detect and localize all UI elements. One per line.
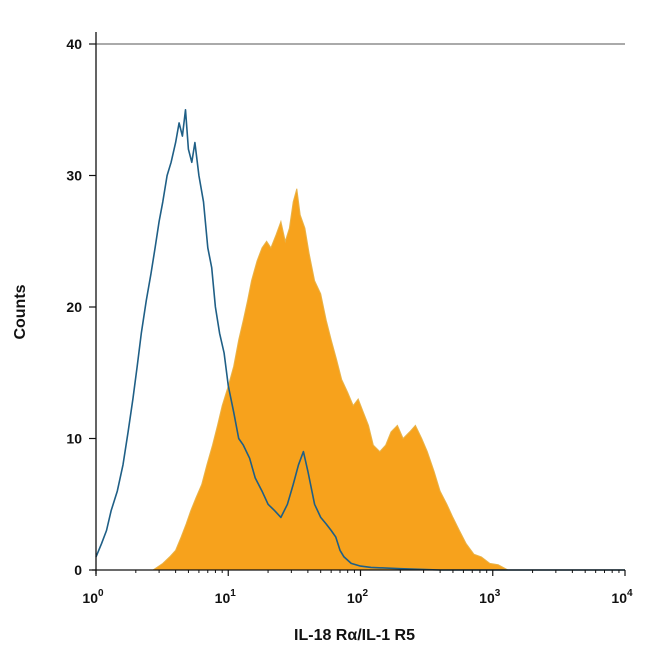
x-axis-title: IL-18 Rα/IL-1 R5 xyxy=(294,627,415,644)
y-tick-label: 30 xyxy=(66,168,82,184)
x-tick-label: 103 xyxy=(479,588,501,606)
x-tick-label: 100 xyxy=(82,588,104,606)
x-tick-label: 102 xyxy=(347,588,369,606)
x-tick-label: 101 xyxy=(215,588,237,606)
series-outline-histogram xyxy=(95,109,625,571)
x-axis-ticks: 100 101 102 103 104 xyxy=(82,570,633,606)
y-tick-label: 10 xyxy=(66,431,82,447)
x-tick-label: 104 xyxy=(611,588,633,606)
series-filled-histogram xyxy=(151,188,625,571)
y-tick-label: 20 xyxy=(66,299,82,315)
y-tick-label: 40 xyxy=(66,36,82,52)
y-axis-title: Counts xyxy=(12,284,29,339)
y-axis-ticks: 0 10 20 30 40 xyxy=(66,36,96,578)
y-tick-label: 0 xyxy=(74,562,82,578)
plot-area xyxy=(95,109,625,571)
